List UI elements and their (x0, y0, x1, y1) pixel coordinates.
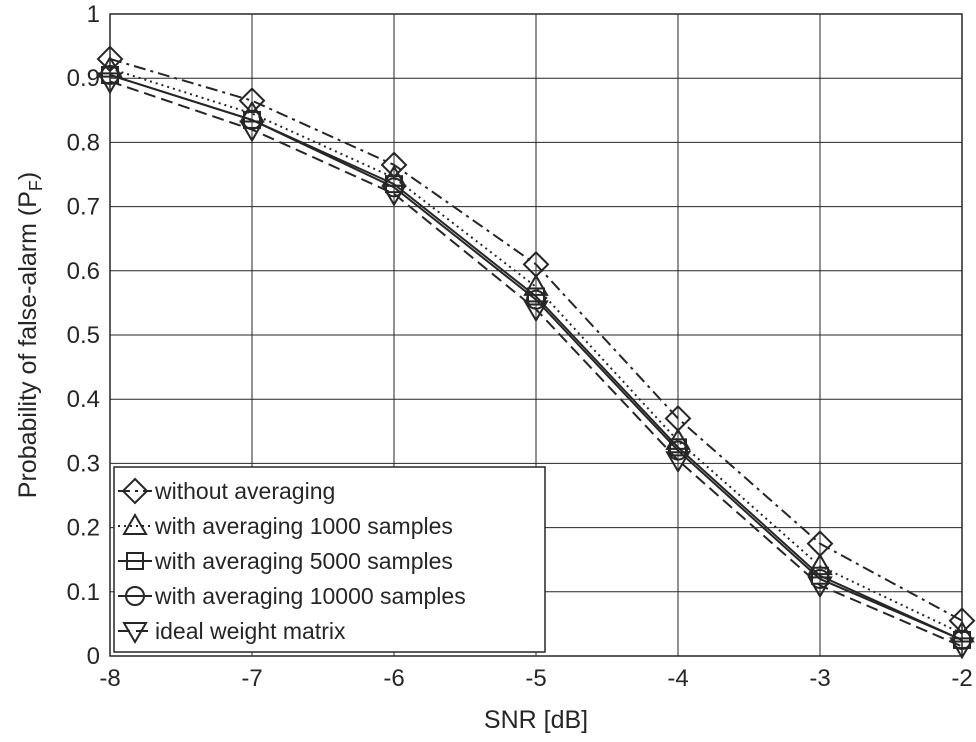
legend-label: ideal weight matrix (155, 618, 346, 644)
data-point (807, 576, 833, 599)
legend: without averaging with averaging 1000 sam… (113, 466, 546, 653)
x-tick-label: -5 (525, 665, 546, 692)
y-tick-label: 0.3 (67, 450, 100, 477)
series-layer (96, 45, 976, 660)
y-tick-label: 0.2 (67, 515, 100, 542)
x-tick-label: -8 (99, 665, 120, 692)
data-point (523, 273, 549, 296)
legend-label: with averaging 5000 samples (154, 548, 453, 574)
series-line (109, 57, 963, 622)
y-axis-label-main: Probability of false-alarm (P (14, 191, 42, 498)
data-point (239, 120, 265, 143)
x-axis-label: SNR [dB] (484, 706, 588, 734)
legend-label: with averaging 10000 samples (154, 583, 466, 609)
data-point (665, 451, 691, 474)
y-tick-label: 0.8 (67, 129, 100, 156)
y-tick-label: 0.6 (67, 258, 100, 285)
legend-marker (122, 622, 148, 644)
y-tick-label: 0.4 (67, 386, 100, 413)
x-tick-label: -3 (809, 665, 830, 692)
legend-marker (122, 513, 148, 535)
series-line (109, 74, 963, 641)
data-point (381, 184, 407, 207)
x-tick-label: -7 (241, 665, 262, 692)
legend-item: ideal weight matrix (118, 618, 346, 644)
y-tick-label: 0.5 (67, 322, 100, 349)
x-tick-labels: -8 -7 -6 -5 -4 -3 -2 (99, 665, 972, 692)
series-line (109, 67, 963, 635)
y-tick-label: 0 (87, 643, 100, 670)
y-tick-labels: 0 0.1 0.2 0.3 0.4 0.5 0.6 0.7 0.8 0.9 1 (67, 1, 100, 670)
x-tick-label: -2 (951, 665, 972, 692)
y-axis-label: Probability of false-alarm (PF) (14, 172, 46, 498)
y-tick-label: 0.9 (67, 65, 100, 92)
legend-item: with averaging 1000 samples (118, 513, 453, 539)
plot-frame (109, 13, 963, 657)
legend-item: with averaging 5000 samples (118, 548, 453, 574)
legend-marker (121, 477, 149, 505)
y-tick-label: 0.7 (67, 194, 100, 221)
legend-marker (125, 586, 145, 606)
legend-item: with averaging 10000 samples (118, 583, 466, 609)
legend-marker (126, 552, 144, 570)
legend-item: without averaging (118, 477, 335, 505)
data-point (523, 300, 549, 323)
y-axis-label-close: ) (14, 172, 42, 180)
x-tick-label: -4 (667, 665, 688, 692)
y-tick-label: 0.1 (67, 579, 100, 606)
x-tick-label: -6 (383, 665, 404, 692)
legend-label: without averaging (154, 478, 335, 504)
y-tick-label: 1 (87, 1, 100, 28)
data-point (807, 553, 833, 576)
legend-label: with averaging 1000 samples (154, 513, 453, 539)
series-line (109, 80, 963, 648)
y-axis-label-subscript: F (26, 180, 46, 191)
legend-box (113, 466, 546, 653)
